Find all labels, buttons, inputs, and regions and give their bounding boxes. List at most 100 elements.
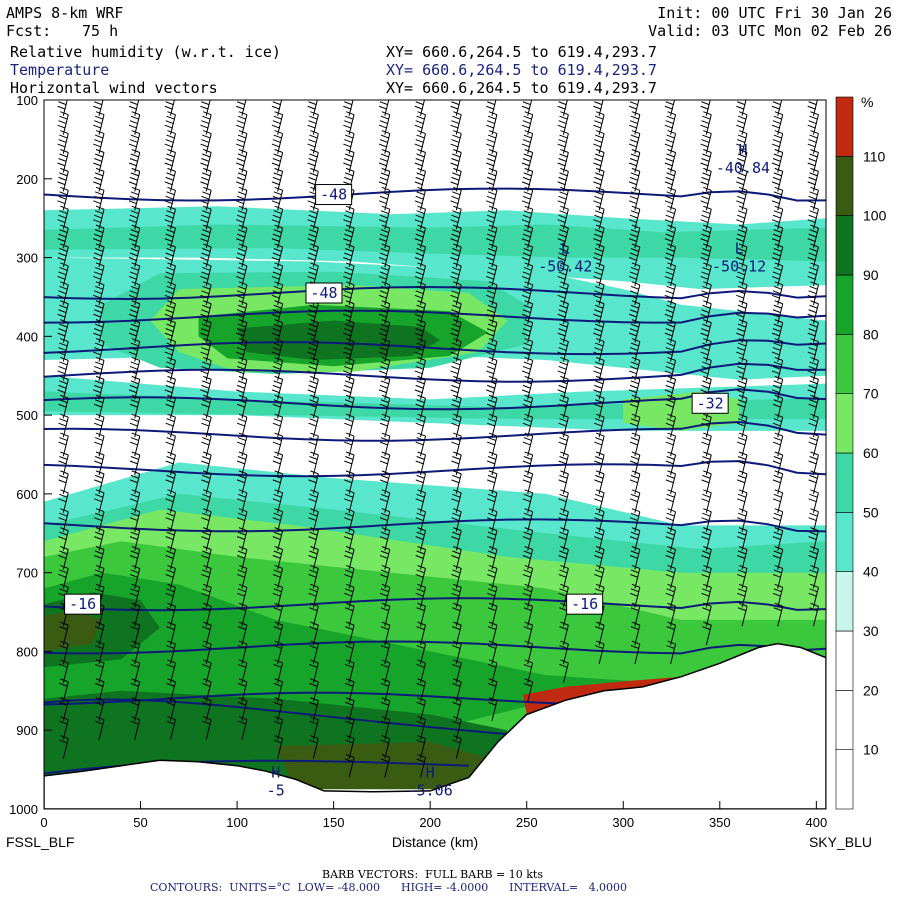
wind-barb-flag — [595, 588, 604, 593]
wind-barb-shaft — [169, 303, 176, 324]
wind-barb-shaft — [62, 398, 69, 419]
wind-barb-shaft — [812, 190, 819, 211]
wind-barb-flag — [810, 130, 819, 135]
wind-barb-flag — [453, 300, 462, 305]
wind-barb-flag — [237, 380, 247, 385]
wind-barb-flag — [737, 304, 747, 309]
wind-barb-flag — [809, 285, 818, 290]
wind-barb-shaft — [634, 379, 641, 400]
wind-barb-flag — [380, 645, 390, 650]
wind-barb-flag — [488, 224, 498, 229]
wind-barb-flag — [523, 474, 532, 479]
wind-barb-flag — [93, 105, 102, 110]
wind-barb-flag — [203, 583, 212, 588]
wind-barb-flag — [522, 536, 532, 541]
wind-barb-flag — [379, 479, 389, 484]
wind-barb-flag — [345, 375, 355, 380]
wind-barb-shaft — [491, 643, 498, 665]
wind-barb-flag — [524, 508, 533, 513]
wind-barb-flag — [59, 285, 68, 290]
wind-barb-shaft — [420, 265, 427, 287]
wind-barb-flag — [594, 347, 603, 352]
wind-barb-flag — [595, 583, 605, 588]
wind-barb-shaft — [348, 435, 355, 457]
wind-barb-flag — [380, 701, 390, 706]
wind-barb-flag — [631, 546, 641, 550]
wind-barb-flag — [522, 101, 532, 106]
wind-barb-shaft — [455, 284, 462, 305]
wind-barb-flag — [558, 271, 567, 276]
wind-barb-flag — [702, 493, 711, 498]
wind-barb-flag — [164, 389, 173, 394]
wind-barb-flag — [702, 229, 711, 234]
wind-barb-flag — [344, 252, 353, 257]
wind-barb-flag — [94, 460, 103, 465]
wind-barb-shaft — [205, 114, 212, 135]
wind-barb-shaft — [384, 643, 391, 665]
wind-barb-flag — [95, 470, 105, 475]
wind-barb-flag — [417, 754, 426, 758]
wind-barb-flag — [487, 682, 497, 687]
wind-barb-flag — [595, 437, 604, 442]
wind-barb-flag — [167, 470, 176, 475]
wind-barb-shaft — [455, 435, 462, 457]
wind-barb-shaft — [62, 133, 69, 154]
wind-barb-flag — [738, 413, 748, 418]
contour-label-layer: -48-48-32-16 -16H-40.84L-50.42L-50.12H-5.… — [64, 141, 770, 799]
wind-barb-flag — [203, 356, 212, 361]
wind-barb-flag — [738, 149, 748, 153]
wind-barb-flag — [309, 645, 318, 650]
wind-barb-flag — [58, 195, 67, 200]
wind-barb-flag — [380, 229, 390, 234]
wind-barb-flag — [94, 512, 104, 517]
wind-barb-shaft — [134, 549, 141, 570]
wind-barb-shaft — [812, 530, 819, 551]
wind-barb-shaft — [384, 738, 391, 759]
wind-barb-flag — [772, 384, 782, 389]
wind-barb-flag — [202, 304, 211, 309]
wind-barb-shaft — [420, 662, 427, 684]
wind-barb-shaft — [670, 492, 677, 513]
wind-barb-flag — [274, 621, 283, 626]
wind-barb-flag — [667, 338, 676, 343]
wind-barb-flag — [236, 257, 245, 261]
contour-label: -48 — [320, 186, 347, 204]
wind-barb-shaft — [62, 341, 69, 362]
wind-barb-flag — [94, 479, 103, 484]
wind-barb-flag — [738, 130, 748, 135]
temp-contour-1 — [44, 285, 826, 301]
wind-barb-shaft — [134, 530, 141, 551]
wind-barb-flag — [809, 437, 818, 442]
wind-barb-flag — [60, 205, 69, 210]
wind-barb-flag — [59, 531, 68, 536]
wind-barb-flag — [524, 281, 533, 286]
wind-barb-flag — [414, 275, 423, 280]
wind-barb-flag — [58, 347, 67, 352]
wind-barb-flag — [380, 285, 390, 290]
wind-barb-flag — [808, 328, 817, 333]
wind-barb-flag — [452, 607, 461, 612]
wind-barb-shaft — [384, 681, 391, 702]
wind-barb-shaft — [241, 643, 248, 665]
wind-barb-flag — [238, 602, 248, 607]
wind-barb-flag — [130, 191, 140, 196]
wind-barb-shaft — [420, 757, 427, 778]
wind-barb-shaft — [384, 417, 391, 438]
wind-barb-shaft — [169, 643, 176, 665]
wind-barb-flag — [273, 701, 282, 706]
wind-barb-flag — [165, 441, 174, 446]
wind-barb-flag — [523, 493, 532, 498]
wind-barb-flag — [667, 356, 676, 361]
wind-barb-flag — [416, 701, 425, 706]
wind-barb-flag — [703, 564, 712, 569]
wind-barb-flag — [557, 275, 566, 280]
wind-barb-flag — [236, 238, 245, 243]
wind-barb-shaft — [562, 322, 569, 343]
wind-barb-flag — [343, 313, 352, 318]
wind-barb-flag — [202, 134, 211, 139]
wind-barb-flag — [700, 162, 709, 167]
wind-barb-flag — [345, 663, 354, 668]
wind-barb-flag — [60, 93, 68, 96]
wind-barb-flag — [524, 640, 533, 645]
wind-barb-flag — [559, 248, 568, 252]
